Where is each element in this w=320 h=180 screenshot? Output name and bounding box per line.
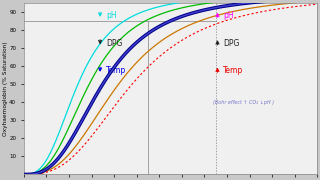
Text: (Bohr effect ↑ CO₂ ↓pH ): (Bohr effect ↑ CO₂ ↓pH ) [213, 100, 274, 105]
Text: pH: pH [106, 11, 116, 20]
Y-axis label: Oxyhaemoglobin (% Saturation): Oxyhaemoglobin (% Saturation) [3, 41, 8, 136]
Text: DPG: DPG [223, 39, 240, 48]
Text: DPG: DPG [106, 39, 122, 48]
Text: pH: pH [223, 11, 234, 20]
Text: Temp: Temp [106, 66, 126, 75]
Text: Temp: Temp [223, 66, 244, 75]
